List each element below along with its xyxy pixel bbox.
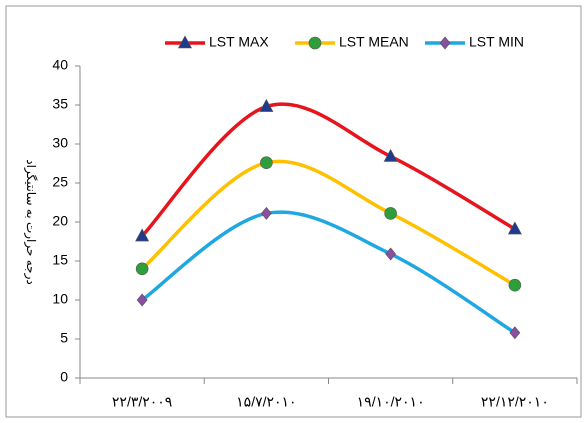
marker [136,293,148,307]
y-tick-label: 25 [52,174,68,190]
marker [507,221,522,235]
y-axis-label: درجه حرارت به سانتیگراد [24,159,38,284]
marker [384,207,397,220]
marker [135,262,149,276]
legend-label: LST MAX [209,34,269,50]
series-line [140,159,516,287]
y-tick-label: 30 [52,135,68,151]
marker [509,326,521,340]
marker [260,206,272,220]
marker [259,98,274,112]
y-tick-label: 5 [60,330,68,346]
series-line [140,102,516,238]
legend-marker [308,36,322,50]
y-tick-label: 15 [52,252,68,268]
marker [508,278,522,292]
x-tick-label: ۱۵/۷/۲۰۱۰ [236,394,296,410]
legend-label: LST MEAN [339,34,409,50]
y-tick-label: 35 [52,96,68,112]
y-tick-label: 20 [52,213,68,229]
marker [383,148,398,162]
legend-marker [177,35,193,49]
series-line [141,210,516,335]
marker [135,228,150,242]
marker [260,156,273,170]
legend-marker [439,36,451,50]
y-tick-label: 10 [52,291,68,307]
x-tick-label: ۱۹/۱۰/۲۰۱۰ [357,394,425,410]
x-tick-label: ۲۲/۳/۲۰۰۹ [112,394,172,410]
y-tick-label: 40 [52,57,68,73]
y-tick-label: 0 [60,369,68,385]
legend-label: LST MIN [469,34,524,50]
marker [385,247,397,261]
x-tick-label: ۲۲/۱۲/۲۰۱۰ [481,394,549,410]
